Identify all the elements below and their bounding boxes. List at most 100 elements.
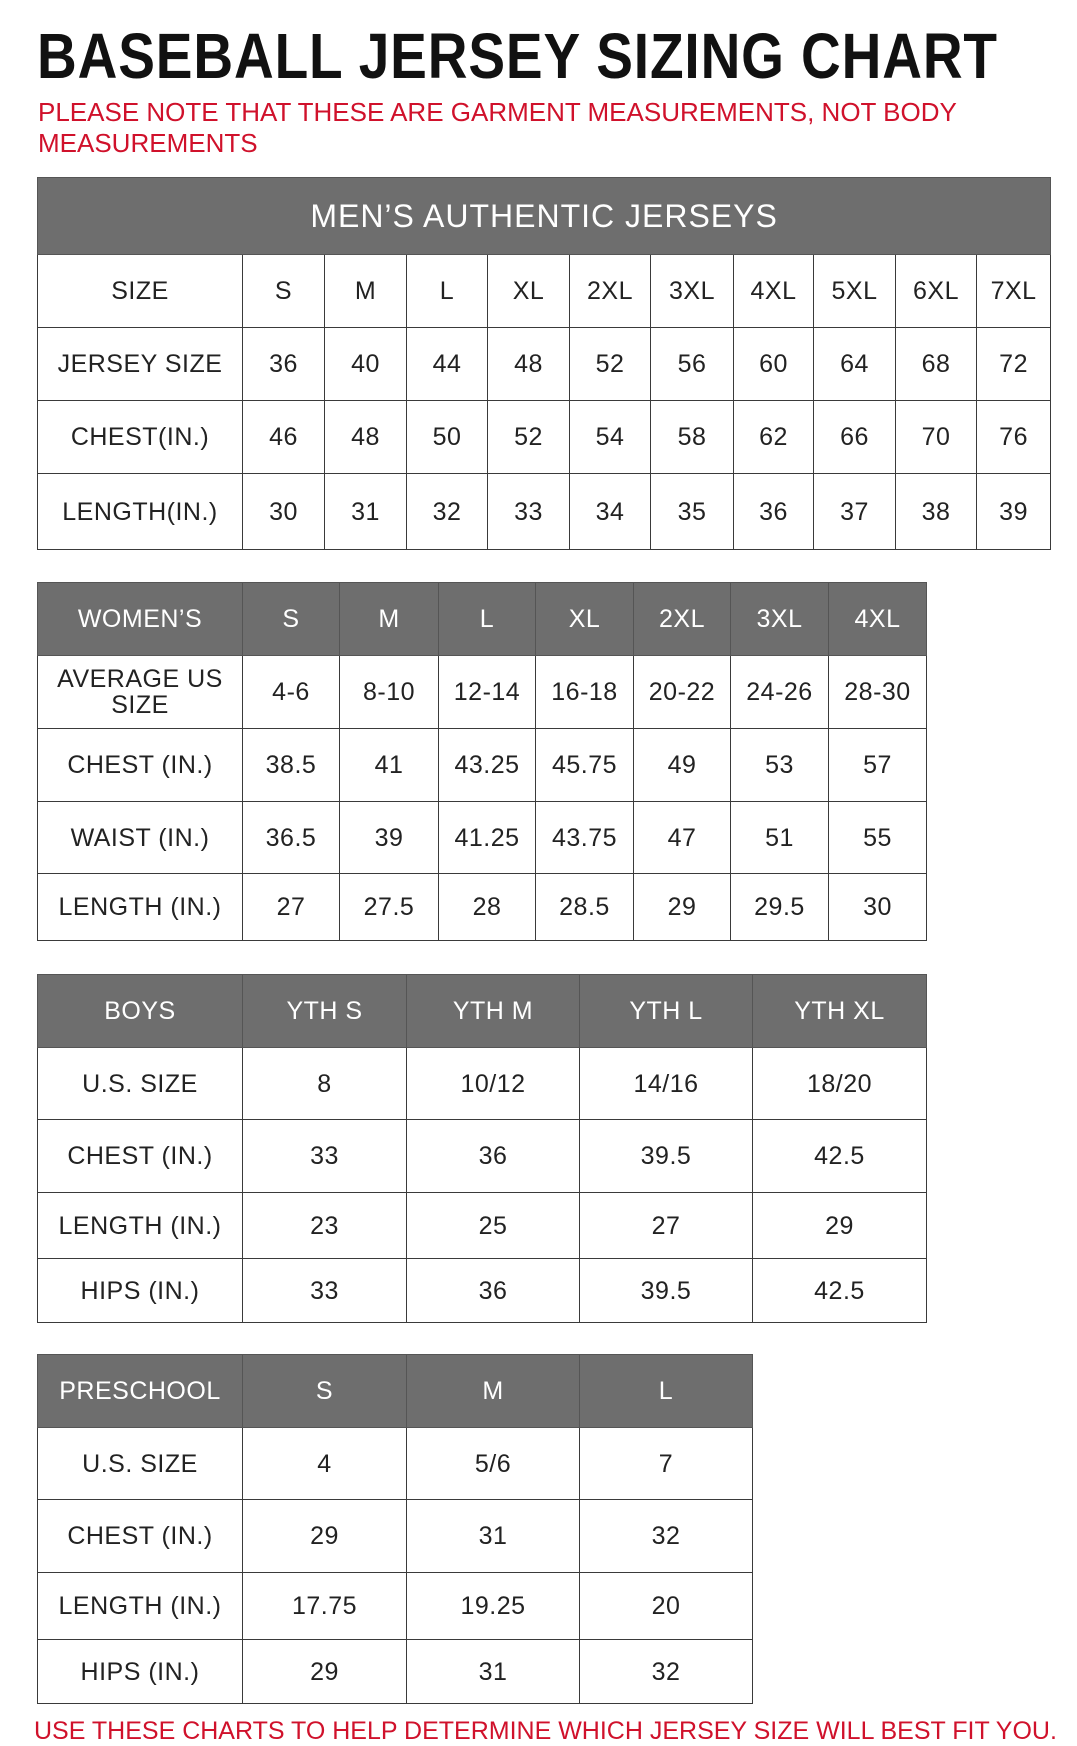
table-cell: 33	[242, 1258, 407, 1323]
table-cell: 29	[633, 873, 731, 941]
table-row: LENGTH (IN.) 27 27.5 28 28.5 29 29.5 30	[37, 873, 927, 941]
table-cell: 40	[324, 327, 407, 401]
garment-note: PLEASE NOTE THAT THESE ARE GARMENT MEASU…	[38, 97, 957, 158]
table-cell: 14/16	[579, 1047, 753, 1120]
size-header-cell: L	[438, 582, 536, 656]
table-row: LENGTH (IN.) 23 25 27 29	[37, 1192, 927, 1259]
table-cell: 70	[895, 400, 977, 474]
size-header-cell: YTH L	[579, 974, 753, 1048]
size-header-cell: L	[406, 254, 488, 328]
table-cell: 34	[569, 473, 651, 550]
size-header-cell: 3XL	[650, 254, 734, 328]
size-header-cell: L	[579, 1354, 753, 1428]
size-header-cell: 3XL	[730, 582, 829, 656]
table-row: CHEST (IN.) 29 31 32	[37, 1499, 753, 1573]
table-cell: 46	[242, 400, 325, 474]
table-cell: 27	[579, 1192, 753, 1259]
table-cell: 8-10	[339, 655, 439, 729]
table-cell: 39.5	[579, 1119, 753, 1193]
table-cell: 41	[339, 728, 439, 802]
table-cell: 68	[895, 327, 977, 401]
table-cell: 60	[733, 327, 814, 401]
table-row: LENGTH (IN.) 17.75 19.25 20	[37, 1572, 753, 1640]
table-cell: 72	[975, 327, 1052, 401]
header-label-cell: PRESCHOOL	[37, 1354, 243, 1428]
table-cell: 41.25	[438, 801, 536, 874]
table-row: AVERAGE US SIZE 4-6 8-10 12-14 16-18 20-22 24-…	[37, 655, 927, 729]
table-cell: 31	[324, 473, 407, 550]
table-cell: 58	[650, 400, 734, 474]
table-cell: 43.75	[535, 801, 634, 874]
row-label-cell: HIPS (IN.)	[37, 1258, 243, 1323]
table-cell: 32	[579, 1499, 753, 1573]
table-cell: 52	[569, 327, 651, 401]
table-row: U.S. SIZE 4 5/6 7	[37, 1427, 753, 1500]
size-header-cell: YTH M	[406, 974, 580, 1048]
size-header-cell: 4XL	[828, 582, 927, 656]
size-header-cell: 5XL	[813, 254, 896, 328]
table-cell: 25	[406, 1192, 580, 1259]
table-cell: 52	[487, 400, 570, 474]
table-cell: 27	[242, 873, 340, 941]
table-cell: 38	[895, 473, 977, 550]
table-cell: 35	[650, 473, 734, 550]
table-cell: 62	[733, 400, 814, 474]
table-cell: 5/6	[406, 1427, 580, 1500]
table-cell: 39.5	[579, 1258, 753, 1323]
row-label-cell: AVERAGE US SIZE	[37, 655, 243, 729]
table-cell: 23	[242, 1192, 407, 1259]
row-label-cell: CHEST (IN.)	[37, 1499, 243, 1573]
size-header-cell: YTH XL	[752, 974, 927, 1048]
size-header-cell: YTH S	[242, 974, 407, 1048]
table-cell: 17.75	[242, 1572, 407, 1640]
table-cell: 45.75	[535, 728, 634, 802]
table-row: JERSEY SIZE 36 40 44 48 52 56 60 64 68 72	[37, 327, 1052, 401]
table-cell: 44	[406, 327, 488, 401]
header-label-cell: BOYS	[37, 974, 243, 1048]
table-cell: 64	[813, 327, 896, 401]
row-label-cell: CHEST (IN.)	[37, 728, 243, 802]
table-cell: 29	[242, 1499, 407, 1573]
header-label-cell: WOMEN’S	[37, 582, 243, 656]
table-cell: 36	[242, 327, 325, 401]
preschool-size-table: PRESCHOOL S M L U.S. SIZE 4 5/6 7 CHEST (IN.) 29 3…	[37, 1354, 753, 1704]
size-header-cell: XL	[487, 254, 570, 328]
footer-note: USE THESE CHARTS TO HELP DETERMINE WHICH…	[34, 1717, 1057, 1745]
table-cell: 50	[406, 400, 488, 474]
row-label-cell: HIPS (IN.)	[37, 1639, 243, 1704]
table-cell: 16-18	[535, 655, 634, 729]
table-cell: 31	[406, 1499, 580, 1573]
table-row: WAIST (IN.) 36.5 39 41.25 43.75 47 51 55	[37, 801, 927, 874]
header-label-cell: SIZE	[37, 254, 243, 328]
table-cell: 8	[242, 1047, 407, 1120]
table-cell: 57	[828, 728, 927, 802]
table-cell: 55	[828, 801, 927, 874]
size-header-cell: S	[242, 582, 340, 656]
page-title: BASEBALL JERSEY SIZING CHART	[37, 20, 998, 92]
header-row: PRESCHOOL S M L	[37, 1354, 753, 1428]
table-cell: 56	[650, 327, 734, 401]
table-cell: 53	[730, 728, 829, 802]
table-cell: 49	[633, 728, 731, 802]
table-row: HIPS (IN.) 29 31 32	[37, 1639, 753, 1704]
table-cell: 32	[406, 473, 488, 550]
row-label-cell: JERSEY SIZE	[37, 327, 243, 401]
table-cell: 19.25	[406, 1572, 580, 1640]
table-row: HIPS (IN.) 33 36 39.5 42.5	[37, 1258, 927, 1323]
table-cell: 32	[579, 1639, 753, 1704]
table-row: U.S. SIZE 8 10/12 14/16 18/20	[37, 1047, 927, 1120]
header-row: WOMEN’S S M L XL 2XL 3XL 4XL	[37, 582, 927, 656]
table-cell: 12-14	[438, 655, 536, 729]
row-label-cell: LENGTH (IN.)	[37, 1572, 243, 1640]
table-cell: 28	[438, 873, 536, 941]
mens-size-table: MEN’S AUTHENTIC JERSEYS SIZE S M L XL 2XL 3XL 4X…	[36, 177, 1052, 550]
table-cell: 39	[339, 801, 439, 874]
table-cell: 20-22	[633, 655, 731, 729]
row-label-cell: CHEST(IN.)	[37, 400, 243, 474]
table-cell: 36	[733, 473, 814, 550]
table-cell: 42.5	[752, 1258, 927, 1323]
table-cell: 48	[487, 327, 570, 401]
size-header-cell: M	[339, 582, 439, 656]
row-label-cell: U.S. SIZE	[37, 1427, 243, 1500]
table-cell: 38.5	[242, 728, 340, 802]
